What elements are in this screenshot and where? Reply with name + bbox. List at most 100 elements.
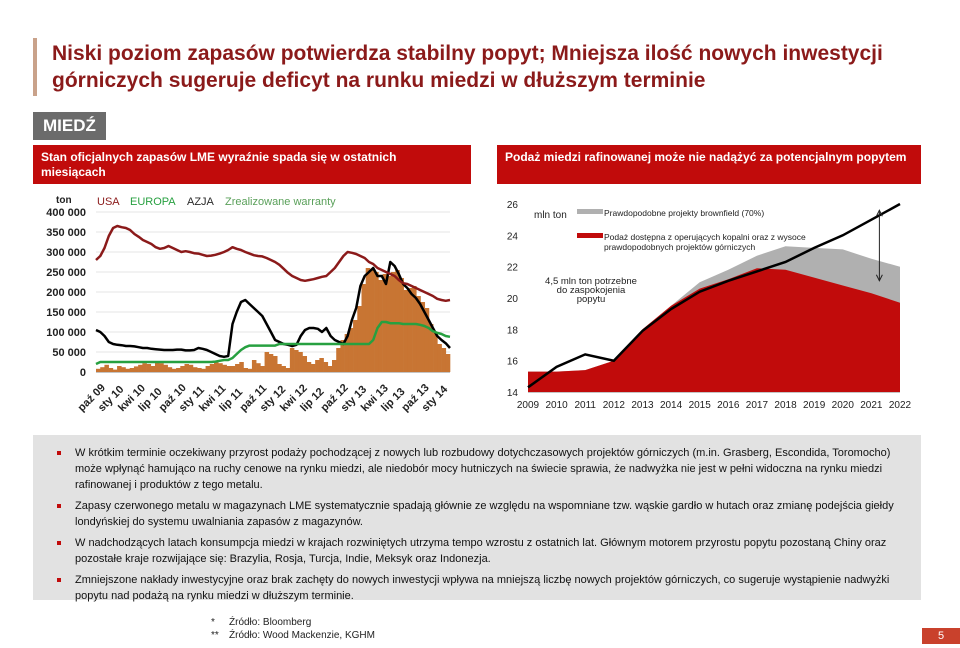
warrant-bar [138, 364, 143, 372]
legend-entry: Zrealizowane warranty [225, 196, 336, 208]
x-tick-label: 2015 [689, 400, 712, 411]
bullet-item: W krótkim terminie oczekiwany przyrost p… [57, 445, 907, 493]
warrant-bar [180, 366, 185, 372]
warrant-bar [201, 368, 206, 372]
page-title: Niski poziom zapasów potwierdza stabilny… [52, 42, 883, 92]
y-tick-label: 20 [507, 294, 519, 305]
unit-label: mln ton [534, 210, 567, 221]
source-line: * Źródło: Bloomberg [211, 616, 375, 629]
warrant-bar [112, 369, 118, 372]
warrant-bar [310, 364, 316, 372]
x-tick-label: 2022 [889, 400, 912, 411]
warrant-bar [277, 364, 282, 372]
warrant-bar [163, 364, 168, 372]
warrant-bar [285, 368, 291, 372]
warrant-bar [171, 368, 177, 372]
legend-entry: USA [97, 196, 120, 208]
x-tick-label: 2014 [660, 400, 683, 411]
y-tick-label: 24 [507, 231, 519, 242]
warrant-bar [108, 368, 114, 372]
warrant-bar [323, 362, 329, 372]
warrant-bar [298, 352, 303, 372]
warrant-bar [332, 360, 337, 372]
warrant-bar [226, 366, 232, 372]
legend-swatch-supply [577, 233, 603, 238]
x-tick-label: 2011 [574, 400, 596, 411]
warrant-bar [289, 348, 295, 372]
warrant-bar [348, 328, 354, 372]
warrant-bar [256, 363, 261, 372]
y-tick-label: 250 000 [46, 267, 86, 279]
x-tick-label: 2021 [860, 400, 883, 411]
y-tick-label: 16 [507, 357, 519, 368]
warrant-bar [260, 366, 265, 372]
warrant-bar [146, 364, 152, 372]
legend-supply-line2: prawdopodobnych projektów górniczych [604, 242, 755, 252]
legend-swatch-brownfield [577, 209, 603, 214]
warrant-bar [294, 350, 299, 372]
legend-supply-line1: Podaż dostępna z operujących kopalni ora… [604, 232, 806, 242]
x-tick-label: 2017 [746, 400, 769, 411]
y-tick-label: 0 [80, 367, 86, 379]
warrant-bar [188, 364, 194, 372]
sources: * Źródło: Bloomberg ** Źródło: Wood Macken… [211, 616, 375, 642]
series-line-europa [95, 224, 451, 303]
y-tick-label: 150 000 [46, 307, 86, 319]
source-text: Źródło: Bloomberg [229, 617, 312, 628]
y-tick-label: 26 [507, 200, 519, 211]
warrant-bar [374, 272, 379, 372]
source-text: Źródło: Wood Mackenzie, KGHM [229, 630, 375, 641]
warrant-bar [142, 363, 147, 372]
warrant-bar [125, 368, 131, 372]
warrant-bar [129, 368, 135, 372]
source-mark: * [211, 617, 215, 628]
warrant-bar [239, 362, 244, 372]
source-line: ** Źródło: Wood Mackenzie, KGHM [211, 629, 375, 642]
title-accent-bar [33, 38, 37, 96]
warrant-bar [315, 360, 320, 372]
y-tick-label: 100 000 [46, 327, 86, 339]
warrant-bar [209, 364, 215, 372]
warrant-bar [403, 290, 409, 372]
warrant-bar [395, 270, 400, 372]
warrant-bar [104, 364, 109, 372]
x-tick-label: 2010 [545, 400, 568, 411]
warrant-bar [268, 354, 274, 372]
warrant-bar [155, 362, 160, 372]
warrant-bar [150, 366, 156, 372]
warrant-bar [96, 368, 101, 372]
warrant-bar [416, 296, 421, 372]
warrant-bar [445, 354, 451, 372]
warrant-bar [319, 358, 324, 372]
legend-entry: AZJA [187, 196, 215, 208]
source-mark: ** [211, 630, 219, 641]
x-tick-label: 2016 [717, 400, 740, 411]
warrant-bar [344, 334, 350, 372]
x-tick-label: 2013 [631, 400, 654, 411]
warrant-bar [412, 286, 417, 372]
warrant-bar [251, 360, 257, 372]
warrant-bar [159, 363, 164, 372]
bullet-list: W krótkim terminie oczekiwany przyrost p… [57, 445, 907, 604]
warrant-bar [302, 356, 308, 372]
warrant-bar [218, 363, 223, 372]
warrant-bar [222, 364, 227, 372]
legend-entry: EUROPA [130, 196, 176, 208]
warrant-bar [437, 344, 442, 372]
bullet-item: Zapasy czerwonego metalu w magazynach LM… [57, 498, 907, 530]
y-tick-label: 22 [507, 263, 519, 274]
gap-annotation: 4,5 mln ton potrzebne [545, 276, 637, 287]
notes-panel: W krótkim terminie oczekiwany przyrost p… [33, 435, 921, 602]
warrant-bar [433, 332, 438, 372]
x-tick-label: 2012 [603, 400, 626, 411]
bullet-item: W nadchodzących latach konsumpcja miedzi… [57, 535, 907, 567]
bullet-item: Zmniejszone nakłady inwestycyjne oraz br… [57, 572, 907, 604]
left-chart-header: Stan oficjalnych zapasów LME wyraźnie sp… [33, 145, 471, 184]
x-tick-label: 2009 [517, 400, 540, 411]
warrant-bar [230, 366, 236, 372]
section-badge: MIEDŹ [33, 112, 106, 140]
gap-annotation: do zaspokojenia [557, 285, 626, 296]
gap-arrowhead-bottom [875, 274, 883, 282]
y-axis-unit: ton [56, 195, 72, 206]
warrant-bar [121, 367, 126, 372]
